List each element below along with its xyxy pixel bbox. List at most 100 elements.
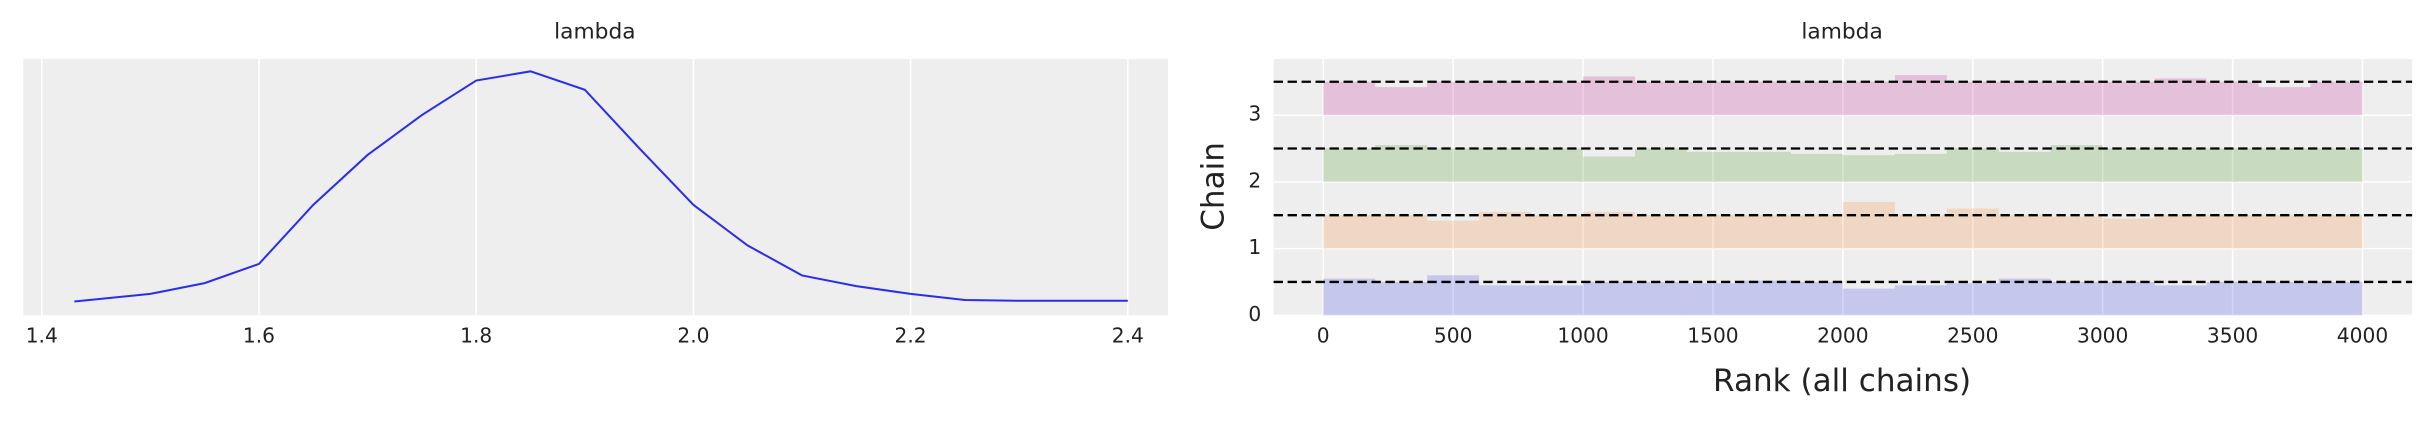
rank-bar: [1531, 81, 1584, 116]
rank-bar: [2310, 281, 2363, 316]
rank-bar: [2206, 215, 2259, 249]
rank-bar: [1894, 215, 1947, 249]
rank-bar: [1894, 153, 1947, 182]
rank-bar: [2154, 285, 2207, 316]
rank-bar: [1635, 148, 1687, 182]
x-tick-label: 1.8: [460, 324, 492, 348]
x-tick-label: 3500: [2207, 324, 2258, 348]
x-tick-label: 2500: [1947, 324, 1998, 348]
x-tick-label: 2.4: [1112, 324, 1144, 348]
x-tick-label: 3000: [2077, 324, 2128, 348]
rank-bar: [1790, 153, 1843, 182]
rank-bar: [2310, 148, 2363, 182]
rank-bar: [1323, 81, 1376, 116]
rank-bar: [1686, 81, 1739, 116]
rank-bar: [2102, 281, 2155, 316]
rank-bar: [1479, 148, 1532, 182]
rank-bar: [2258, 281, 2311, 316]
rank-bar: [1479, 211, 1532, 249]
x-axis-label: Rank (all chains): [1713, 363, 1971, 399]
rank-bar: [1842, 288, 1895, 316]
rank-bar: [2050, 216, 2103, 249]
rank-bar: [1427, 148, 1480, 182]
rank-bar: [2258, 87, 2311, 116]
rank-bar: [2154, 78, 2207, 116]
y-tick-label: 3: [1248, 102, 1261, 126]
rank-bar: [1583, 211, 1636, 249]
chart-title: lambda: [1801, 20, 1882, 45]
rank-bar: [2102, 148, 2155, 182]
rank-bar: [1686, 283, 1739, 316]
x-tick-label: 500: [1434, 324, 1473, 348]
rank-bar: [1583, 281, 1636, 316]
rank-bar: [2050, 81, 2103, 116]
rank-bar: [1894, 285, 1947, 316]
rank-bar: [1375, 145, 1428, 182]
rank-bar: [1375, 87, 1428, 116]
rank-bar: [1842, 201, 1895, 249]
rank-bar: [1635, 281, 1687, 316]
rank-bar: [2310, 215, 2363, 249]
rank-bar: [1842, 81, 1895, 116]
rank-bar: [2102, 218, 2155, 249]
rank-bar: [1946, 148, 1999, 182]
axes-background: [23, 59, 1169, 316]
rank-bar: [1531, 285, 1584, 316]
y-axis-label: Chain: [1196, 142, 1232, 231]
x-tick-label: 1.4: [26, 324, 58, 348]
rank-bar: [1842, 155, 1895, 182]
rank-bar: [1946, 283, 1999, 316]
rank-bar: [1375, 281, 1428, 316]
rank-bar: [2258, 148, 2311, 182]
rank-bar: [2258, 215, 2311, 249]
y-tick-label: 1: [1248, 235, 1261, 259]
rank-bar: [1686, 151, 1739, 182]
rank-bar: [2050, 145, 2103, 182]
rank-bar: [1635, 81, 1687, 116]
rank-bar: [1427, 81, 1480, 116]
rank-bar: [1998, 81, 2051, 116]
rank-bar: [1946, 81, 1999, 116]
rank-bar: [1790, 81, 1843, 116]
rank-bar: [1323, 148, 1376, 182]
rank-bar: [2206, 81, 2259, 116]
x-tick-label: 1.6: [243, 324, 275, 348]
x-tick-label: 2000: [1817, 324, 1868, 348]
x-tick-label: 2.2: [895, 324, 927, 348]
rank-bar: [1479, 81, 1532, 116]
rank-bar: [1323, 278, 1376, 316]
rank-bar: [1998, 215, 2051, 249]
rank-bar: [2154, 148, 2207, 182]
rank-bar: [2102, 81, 2155, 116]
rank-bar: [1531, 148, 1584, 182]
rank-bar: [2050, 281, 2103, 316]
rank-bar: [2206, 281, 2259, 316]
y-tick-label: 2: [1248, 168, 1261, 192]
x-tick-label: 1000: [1557, 324, 1608, 348]
density-line: [74, 70, 1128, 303]
rank-bar: [1998, 151, 2051, 182]
rank-bar: [1583, 156, 1636, 182]
rank-bar: [1375, 215, 1428, 249]
x-tick-label: 0: [1317, 324, 1330, 348]
rank-bar: [1790, 215, 1843, 249]
y-tick-label: 0: [1248, 302, 1261, 326]
x-tick-label: 4000: [2337, 324, 2388, 348]
x-tick-label: 1500: [1687, 324, 1738, 348]
rank-bar: [1738, 215, 1791, 249]
rank-bar: [1635, 215, 1687, 249]
rank-bar: [2310, 81, 2363, 116]
rank-bar: [1998, 278, 2051, 316]
rank-bar: [1738, 81, 1791, 116]
rank-bar: [2154, 215, 2207, 249]
rank-bar: [1531, 215, 1584, 249]
rank-bar: [1686, 215, 1739, 249]
rank-bar: [1790, 281, 1843, 316]
rank-bar: [1738, 280, 1791, 316]
rank-bar: [2206, 148, 2259, 182]
x-tick-label: 2.0: [677, 324, 709, 348]
chart-title: lambda: [554, 20, 635, 45]
rank-bar: [1738, 151, 1791, 182]
rank-bar: [1479, 285, 1532, 316]
